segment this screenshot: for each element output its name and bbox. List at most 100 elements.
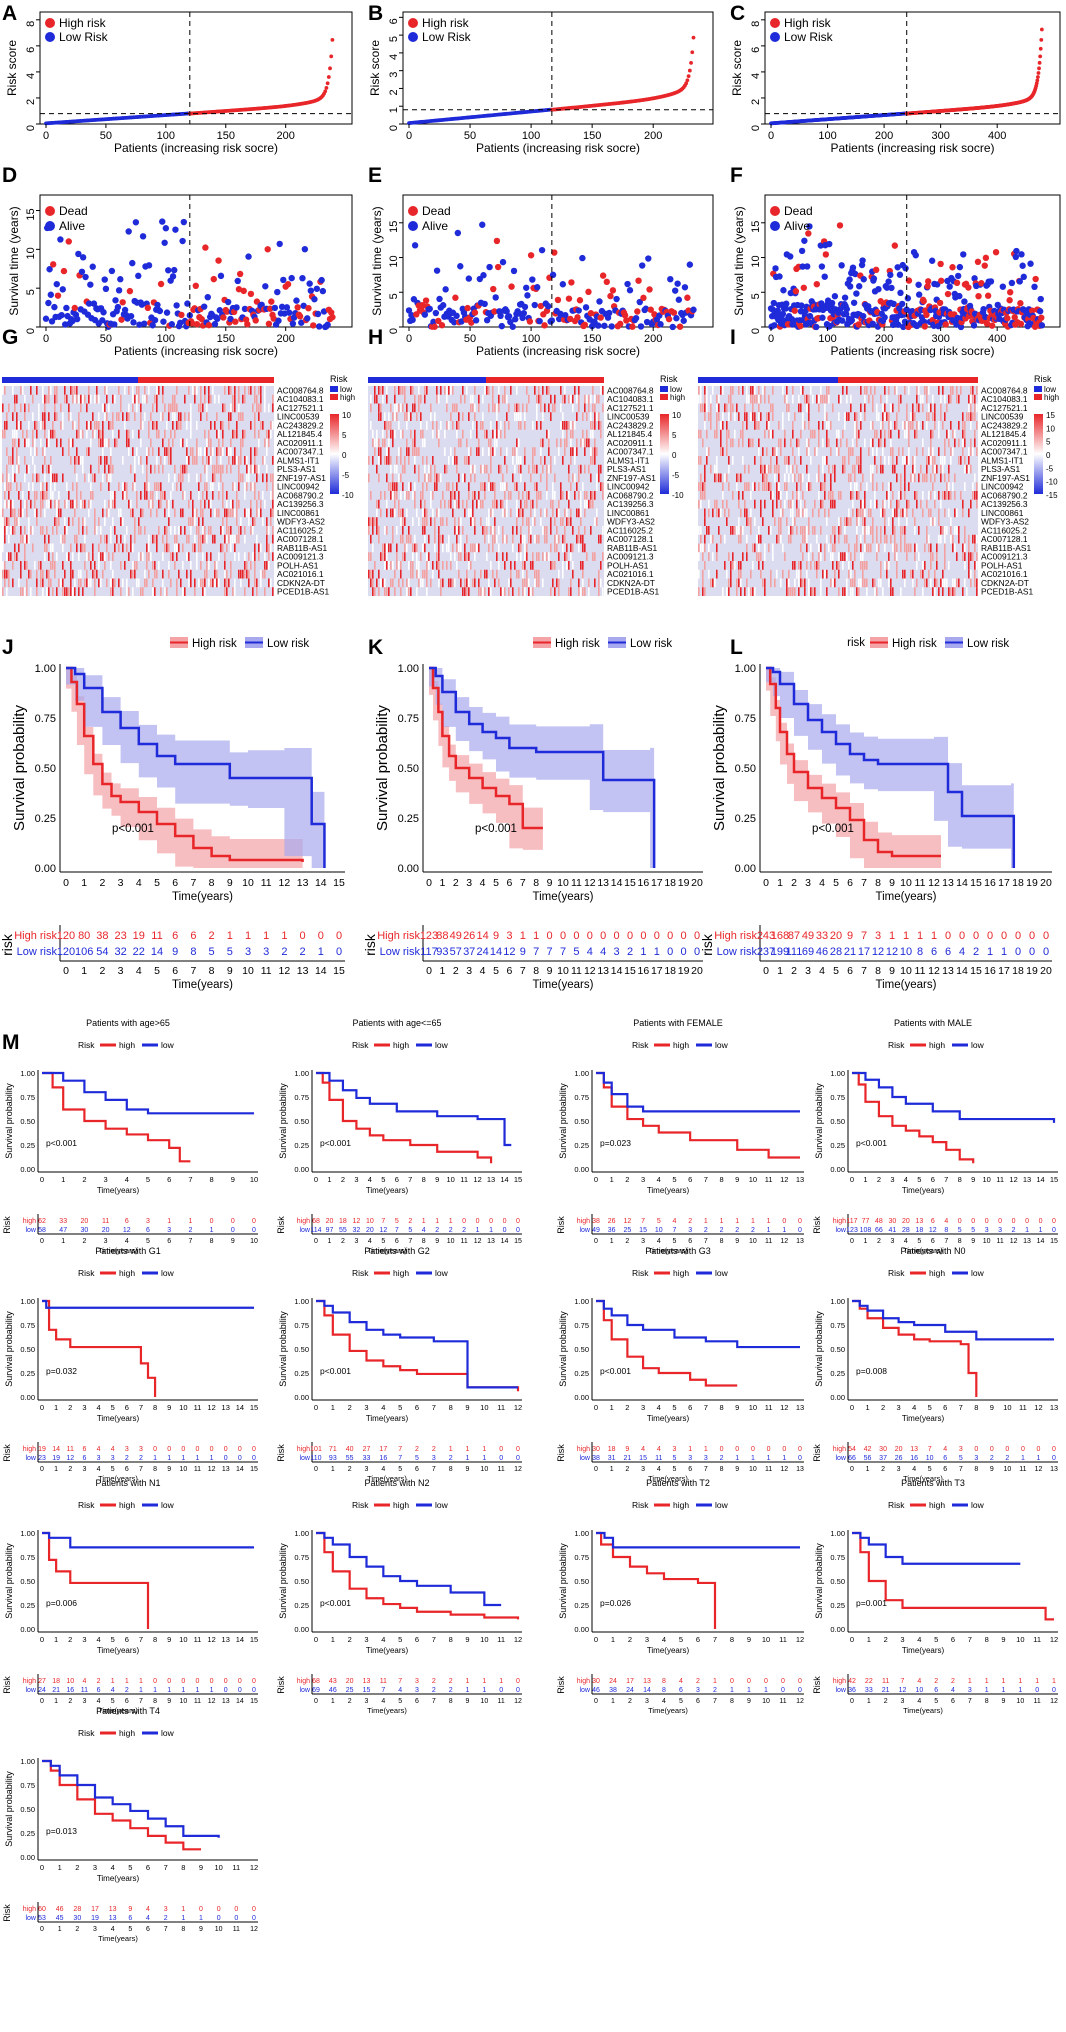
heatmap-cell xyxy=(254,429,256,439)
heatmap-cell xyxy=(12,526,14,535)
survival-status-point xyxy=(1006,289,1014,296)
heatmap-cell xyxy=(372,578,374,588)
heatmap-cell xyxy=(392,482,394,491)
heatmap-cell xyxy=(874,456,876,465)
heatmap-cell xyxy=(770,456,772,465)
risk-score-point xyxy=(325,81,330,86)
heatmap-cell xyxy=(32,526,34,535)
heatmap-cell xyxy=(698,386,700,395)
x-tick-label: 100 xyxy=(522,130,540,142)
survival-status-point xyxy=(836,222,844,229)
heatmap-cell xyxy=(106,438,108,448)
heatmap-cell xyxy=(250,456,252,465)
heatmap-cell xyxy=(186,552,188,561)
heatmap-cell xyxy=(74,534,76,544)
survival-status-point xyxy=(582,304,590,311)
heatmap-cell xyxy=(598,464,600,474)
heatmap-cell xyxy=(188,534,190,544)
heatmap-cell xyxy=(384,412,386,421)
survival-status-point xyxy=(432,309,440,317)
heatmap-cell xyxy=(534,508,536,518)
heatmap-cell xyxy=(898,394,900,404)
heatmap-cell xyxy=(104,517,106,526)
heatmap-cell xyxy=(376,517,378,526)
heatmap-cell xyxy=(436,552,438,561)
heatmap-cell xyxy=(186,569,188,579)
heatmap-cell xyxy=(422,517,424,526)
heatmap-cell xyxy=(540,438,542,448)
heatmap-cell xyxy=(928,386,930,395)
heatmap-cell xyxy=(512,456,514,465)
heatmap-cell xyxy=(856,429,858,439)
heatmap-cell xyxy=(564,508,566,518)
y-tick-label: 1 xyxy=(388,107,400,113)
heatmap-cell xyxy=(704,412,706,421)
survival-status-point xyxy=(617,320,624,328)
heatmap-cell xyxy=(196,526,198,535)
heatmap-cell xyxy=(164,447,166,456)
heatmap-cell xyxy=(28,491,30,500)
heatmap-cell xyxy=(204,394,206,404)
panel-letter-K: K xyxy=(368,636,383,659)
heatmap-cell xyxy=(752,403,754,413)
heatmap-cell xyxy=(498,561,500,570)
x-tick-label: 0 xyxy=(406,333,412,345)
heatmap-cell xyxy=(582,438,584,448)
heatmap-cell xyxy=(782,386,784,395)
heatmap-cell xyxy=(44,456,46,465)
heatmap-cell xyxy=(770,429,772,439)
heatmap-cell xyxy=(148,482,150,491)
heatmap-cell xyxy=(434,534,436,544)
heatmap-cell xyxy=(582,534,584,544)
survival-status-point xyxy=(204,293,211,301)
heatmap-cell xyxy=(540,403,542,413)
heatmap-cell xyxy=(438,552,440,561)
heatmap-cell xyxy=(568,421,570,430)
heatmap-cell xyxy=(240,578,242,588)
heatmap-cell xyxy=(244,552,246,561)
heatmap-cell xyxy=(194,534,196,544)
heatmap-cell xyxy=(382,394,384,404)
heatmap-cell xyxy=(370,491,372,500)
heatmap-cell xyxy=(32,482,34,491)
heatmap-cell xyxy=(76,394,78,404)
heatmap-cell xyxy=(404,412,406,421)
heatmap-cell xyxy=(394,394,396,404)
heatmap-cell xyxy=(592,386,594,395)
heatmap-cell xyxy=(482,464,484,474)
heatmap-cell xyxy=(504,394,506,404)
heatmap-cell xyxy=(98,429,100,439)
heatmap-risk-bar-high xyxy=(486,377,604,383)
heatmap-cell xyxy=(224,552,226,561)
heatmap-cell xyxy=(440,421,442,430)
heatmap-cell xyxy=(754,456,756,465)
heatmap-cell xyxy=(222,447,224,456)
heatmap-cell xyxy=(200,403,202,413)
heatmap-cell xyxy=(518,412,520,421)
survival-status-point xyxy=(244,321,251,328)
heatmap-cell xyxy=(730,403,732,413)
heatmap-cell xyxy=(568,517,570,526)
heatmap-cell xyxy=(516,412,518,421)
heatmap-cell xyxy=(890,421,892,430)
heatmap-cell xyxy=(390,561,392,570)
heatmap-cell xyxy=(590,526,592,535)
heatmap-cell xyxy=(856,421,858,430)
panel-letter-M: M xyxy=(2,1031,20,1054)
heatmap-cell xyxy=(478,543,480,553)
heatmap-cell xyxy=(272,499,274,509)
risk-score-point xyxy=(1037,66,1041,71)
heatmap-cell xyxy=(532,456,534,465)
heatmap-cell xyxy=(24,403,26,413)
heatmap-cell xyxy=(174,394,176,404)
legend-alive-label: Alive xyxy=(422,219,448,233)
heatmap-cell xyxy=(190,526,192,535)
heatmap-cell xyxy=(818,403,820,413)
heatmap-cell xyxy=(240,517,242,526)
heatmap-cell xyxy=(486,386,488,395)
survival-status-point xyxy=(51,303,58,311)
legend-dead-label: Dead xyxy=(422,204,451,218)
heatmap-cell xyxy=(168,412,170,421)
heatmap-cell xyxy=(102,569,104,579)
heatmap-cell xyxy=(54,386,56,395)
